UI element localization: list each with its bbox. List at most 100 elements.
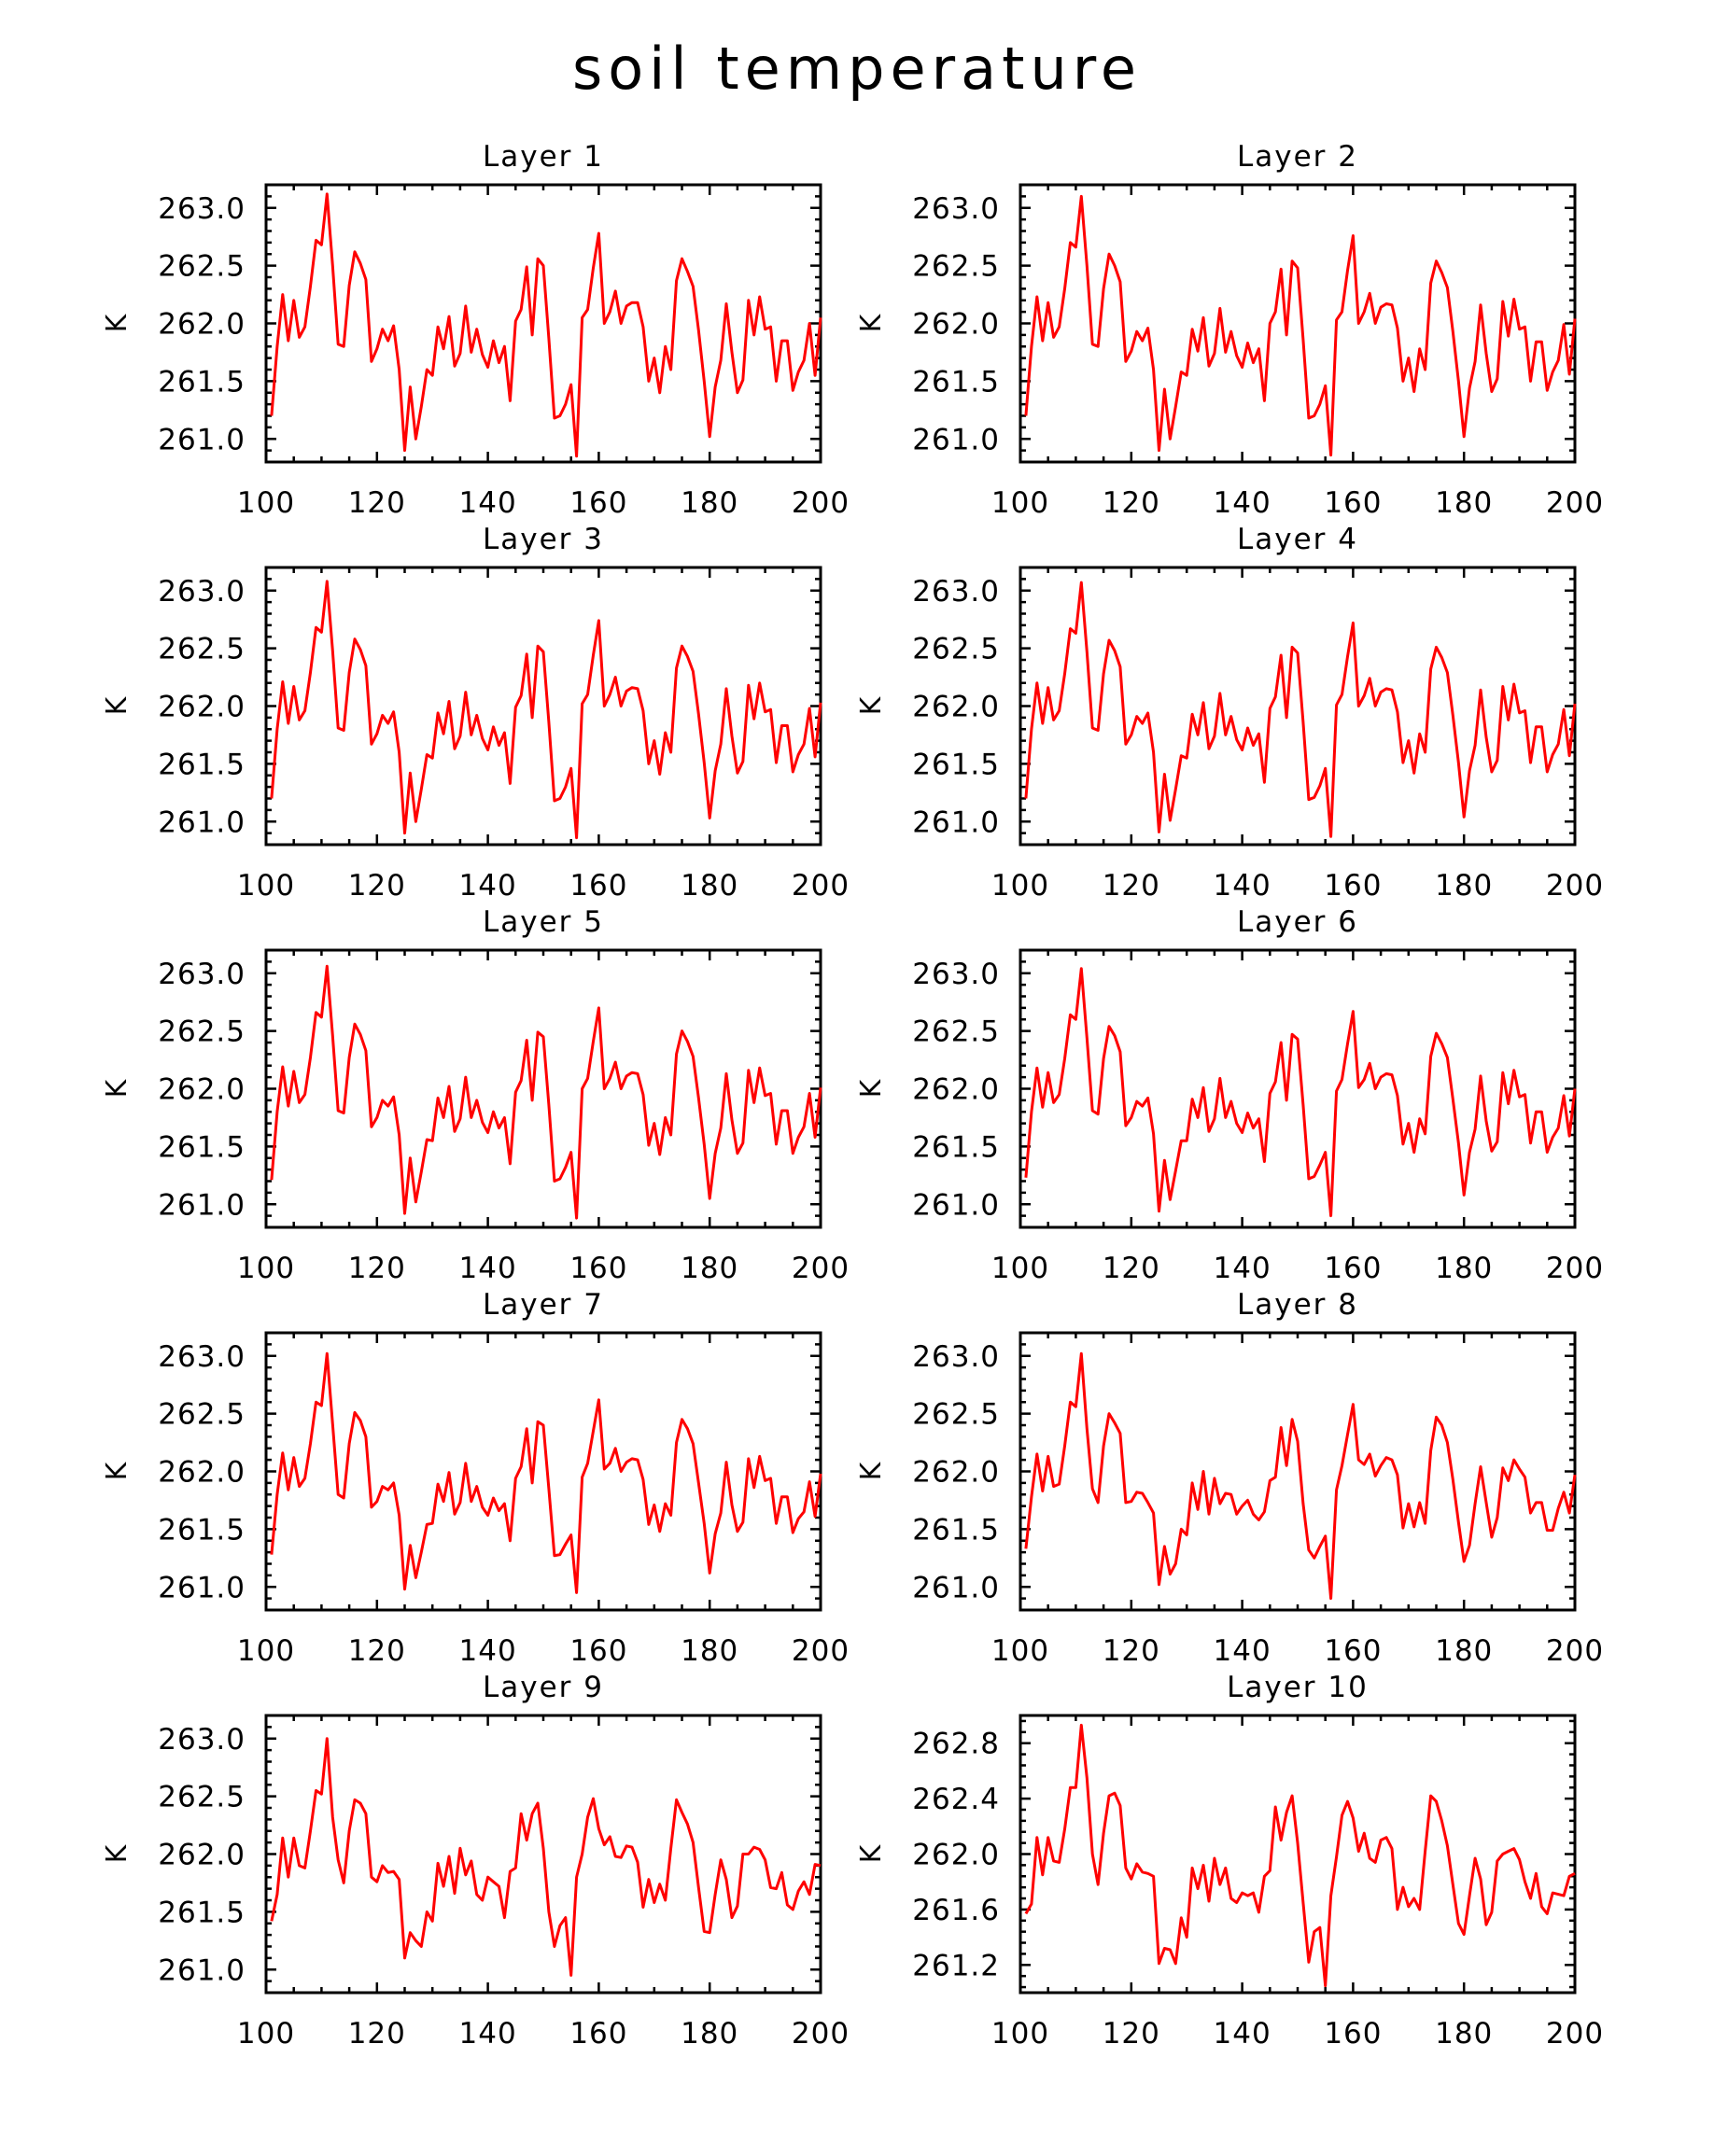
y-tick-label: 262.5 [158,250,246,284]
y-tick-label: 261.5 [158,365,246,399]
x-tick-label: 180 [681,1252,738,1285]
x-tick-label: 120 [348,869,406,903]
panel-layer-7: Layer 7 100 120 140 160 180 200 261.0 261.5 262.0… [101,1288,850,1668]
x-tick-label: 160 [1324,1252,1382,1285]
y-tick-label: 262.0 [158,308,246,342]
y-tick-label: 261.0 [158,1953,246,1987]
y-tick-label: 262.5 [912,1398,1000,1432]
x-tick-label: 200 [792,1634,850,1668]
y-tick-label: 263.0 [158,575,246,609]
x-tick-label: 140 [459,486,517,520]
x-tick-label: 140 [459,2017,517,2051]
panels-group: Layer 1 100 120 140 160 180 200 261.0 261.5 262.0… [101,140,1604,2051]
x-tick-label: 200 [792,486,850,520]
y-axis-label: K [855,695,888,715]
x-tick-label: 180 [1435,2017,1493,2051]
y-tick-label: 263.0 [912,575,1000,609]
x-tick-label: 140 [1214,1634,1271,1668]
y-tick-label: 261.0 [158,423,246,456]
y-tick-label: 262.0 [912,1456,1000,1490]
x-tick-label: 120 [348,1252,406,1285]
y-tick-label: 261.5 [158,1513,246,1547]
x-tick-label: 100 [237,869,295,903]
panel-layer-1: Layer 1 100 120 140 160 180 200 261.0 261.5 262.0… [101,140,850,520]
x-tick-label: 100 [237,2017,295,2051]
x-tick-label: 100 [237,1252,295,1285]
y-tick-label: 261.5 [158,748,246,781]
x-tick-label: 100 [237,486,295,520]
panel-layer-5: Layer 5 100 120 140 160 180 200 261.0 261.5 262.0… [101,905,849,1285]
y-tick-label: 261.0 [158,1571,246,1604]
y-tick-label: 261.0 [158,805,246,839]
x-tick-label: 180 [1435,1252,1493,1285]
y-axis-label: K [101,695,133,715]
panel-title: Layer 2 [1237,140,1358,174]
x-tick-label: 120 [1103,1634,1160,1668]
series-line [270,1737,822,1977]
x-tick-label: 100 [991,2017,1049,2051]
x-tick-label: 200 [1546,1634,1604,1668]
x-tick-label: 180 [681,2017,738,2051]
x-tick-label: 100 [991,1252,1049,1285]
y-tick-label: 261.5 [912,365,1000,399]
x-tick-label: 120 [348,2017,406,2051]
y-tick-label: 262.5 [912,633,1000,666]
x-tick-label: 100 [991,1634,1049,1668]
series-line [270,1351,822,1594]
y-tick-label: 261.5 [912,748,1000,781]
x-tick-label: 160 [569,2017,627,2051]
y-tick-label: 261.0 [912,1571,1000,1604]
y-tick-label: 262.8 [912,1728,1000,1761]
panel-layer-4: Layer 4 100 120 140 160 180 200 261.0 261.5 262.0… [855,523,1604,903]
y-tick-label: 261.5 [912,1513,1000,1547]
series-line [1024,1723,1576,1988]
series-line [270,192,822,458]
panel-title: Layer 9 [483,1671,604,1704]
x-tick-label: 200 [792,869,850,903]
y-tick-label: 261.5 [912,1130,1000,1164]
x-tick-label: 140 [459,869,517,903]
x-tick-label: 160 [569,486,627,520]
y-axis-label: K [101,313,133,332]
y-tick-label: 262.5 [158,1015,246,1049]
y-tick-label: 263.0 [912,958,1000,991]
panel-title: Layer 5 [483,905,604,939]
series-line [270,580,822,840]
chart-title: soil temperature [572,35,1142,103]
y-tick-label: 262.5 [158,633,246,666]
panel-layer-6: Layer 6 100 120 140 160 180 200 261.0 261.5 262.0… [855,905,1604,1285]
x-tick-label: 100 [991,486,1049,520]
y-tick-label: 261.5 [158,1896,246,1929]
y-tick-label: 262.5 [158,1398,246,1432]
x-tick-label: 200 [1546,869,1604,903]
y-tick-label: 261.0 [912,423,1000,456]
x-tick-label: 140 [459,1252,517,1285]
y-axis-label: K [101,1843,133,1863]
panel-layer-2: Layer 2 100 120 140 160 180 200 261.0 261.5 262.0… [855,140,1603,520]
x-tick-label: 160 [1324,2017,1382,2051]
y-axis-label: K [101,1461,133,1480]
y-tick-label: 261.2 [912,1949,1000,1982]
x-tick-label: 120 [1103,1252,1160,1285]
y-axis-label: K [101,1078,133,1098]
y-tick-label: 263.0 [158,1723,246,1757]
panel-title: Layer 1 [483,140,604,174]
y-axis-label: K [855,1078,888,1098]
x-tick-label: 180 [1435,486,1493,520]
x-tick-label: 160 [569,869,627,903]
x-tick-label: 160 [569,1252,627,1285]
y-tick-label: 263.0 [158,192,246,226]
x-tick-label: 120 [348,1634,406,1668]
y-tick-label: 262.0 [912,308,1000,342]
series-line [1024,967,1577,1218]
panel-title: Layer 4 [1237,523,1358,556]
panel-layer-10: Layer 10 100 120 140 160 180 200 261.2 261.6 262.… [855,1671,1604,2051]
x-tick-label: 120 [1103,869,1160,903]
x-tick-label: 200 [1546,2017,1604,2051]
y-tick-label: 261.0 [912,1188,1000,1222]
x-tick-label: 160 [1324,1634,1382,1668]
x-tick-label: 200 [1546,1252,1604,1285]
panel-title: Layer 3 [483,523,604,556]
x-tick-label: 140 [1214,869,1271,903]
y-tick-label: 262.0 [158,691,246,724]
